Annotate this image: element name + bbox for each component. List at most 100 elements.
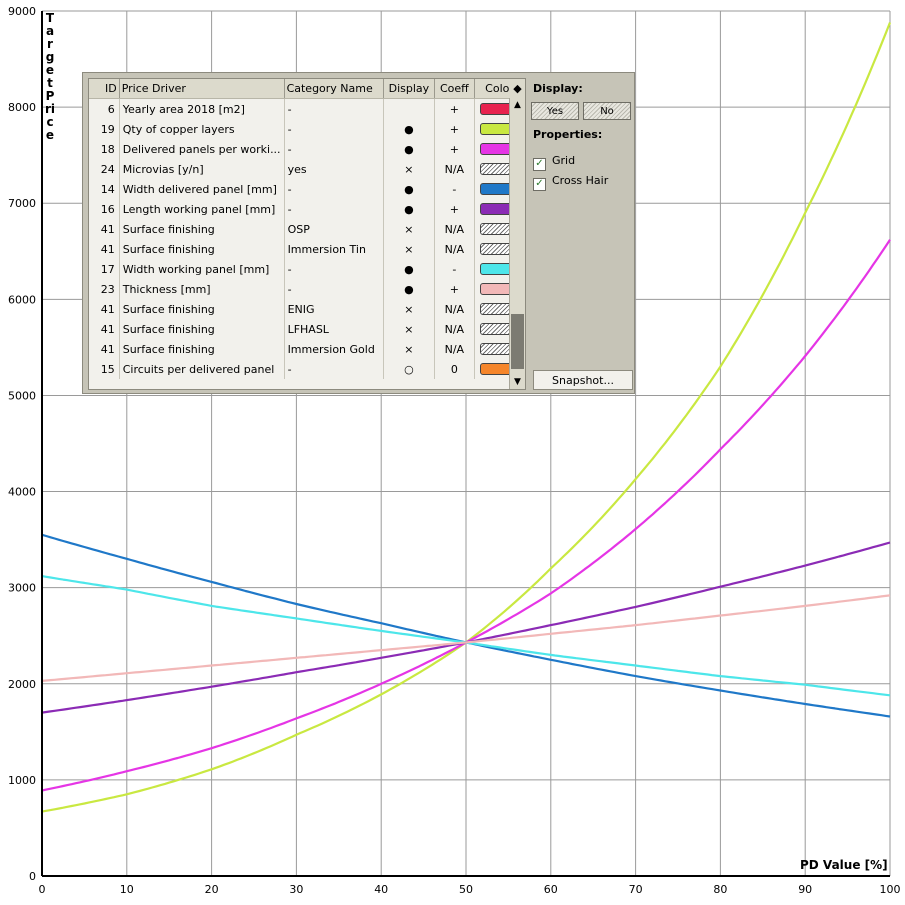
legend-coeff: + bbox=[434, 98, 476, 119]
y-axis-title: Target Price bbox=[44, 11, 56, 142]
legend-id: 41 bbox=[89, 299, 120, 319]
legend-id: 23 bbox=[89, 279, 120, 299]
legend-row[interactable]: 41 Surface finishing ENIG × N/A bbox=[89, 299, 525, 319]
legend-display-marker[interactable]: × bbox=[383, 339, 435, 359]
legend-display-marker[interactable]: ● bbox=[383, 179, 435, 199]
legend-display-marker[interactable]: ○ bbox=[383, 359, 435, 379]
legend-row[interactable]: 41 Surface finishing LFHASL × N/A bbox=[89, 319, 525, 339]
display-no-button[interactable]: No bbox=[583, 102, 631, 120]
legend-row[interactable]: 17 Width working panel [mm] - ● - bbox=[89, 259, 525, 279]
legend-price-driver: Qty of copper layers bbox=[119, 119, 285, 139]
legend-scrollbar[interactable]: ▲ ▼ bbox=[509, 98, 525, 389]
legend-price-driver: Surface finishing bbox=[119, 319, 285, 339]
legend-row[interactable]: 18 Delivered panels per worki... - ● + bbox=[89, 139, 525, 159]
legend-id: 14 bbox=[89, 179, 120, 199]
legend-category: ENIG bbox=[284, 299, 385, 319]
y-tick-label: 4000 bbox=[8, 486, 36, 499]
legend-price-driver: Surface finishing bbox=[119, 339, 285, 359]
snapshot-button[interactable]: Snapshot... bbox=[533, 370, 633, 390]
legend-display-marker[interactable]: ● bbox=[383, 139, 435, 159]
legend-price-driver: Length working panel [mm] bbox=[119, 199, 285, 219]
legend-price-driver: Thickness [mm] bbox=[119, 279, 285, 299]
legend-display-marker[interactable]: × bbox=[383, 159, 435, 179]
y-tick-label: 6000 bbox=[8, 293, 36, 306]
legend-category: Immersion Gold bbox=[284, 339, 385, 359]
x-axis-title: PD Value [%] bbox=[800, 858, 888, 872]
legend-row[interactable]: 6 Yearly area 2018 [m2] - + bbox=[89, 98, 525, 119]
legend-rows: 6 Yearly area 2018 [m2] - +19 Qty of copper … bbox=[89, 98, 525, 379]
legend-display-marker[interactable] bbox=[383, 98, 435, 119]
legend-coeff: + bbox=[434, 119, 476, 139]
x-tick-label: 0 bbox=[39, 883, 46, 896]
x-tick-label: 10 bbox=[120, 883, 134, 896]
legend-row[interactable]: 24 Microvias [y/n] yes × N/A bbox=[89, 159, 525, 179]
legend-id: 24 bbox=[89, 159, 120, 179]
col-header-id[interactable]: ID bbox=[89, 79, 120, 99]
col-header-price-driver[interactable]: Price Driver bbox=[119, 79, 285, 99]
legend-id: 17 bbox=[89, 259, 120, 279]
legend-display-marker[interactable]: × bbox=[383, 319, 435, 339]
legend-category: OSP bbox=[284, 219, 385, 239]
legend-row[interactable]: 14 Width delivered panel [mm] - ● - bbox=[89, 179, 525, 199]
legend-id: 16 bbox=[89, 199, 120, 219]
sort-diamond-icon[interactable]: ◆ bbox=[510, 79, 525, 98]
legend-display-marker[interactable]: ● bbox=[383, 279, 435, 299]
y-tick-label: 8000 bbox=[8, 101, 36, 114]
grid-check-icon[interactable]: ✓ bbox=[533, 158, 546, 171]
legend-category: - bbox=[284, 139, 385, 159]
y-tick-label: 0 bbox=[29, 870, 36, 883]
legend-coeff: - bbox=[434, 259, 476, 279]
x-tick-label: 100 bbox=[880, 883, 901, 896]
col-header-category[interactable]: Category Name bbox=[284, 79, 385, 99]
legend-display-marker[interactable]: × bbox=[383, 299, 435, 319]
legend-coeff: - bbox=[434, 179, 476, 199]
legend-display-marker[interactable]: ● bbox=[383, 259, 435, 279]
scroll-thumb[interactable] bbox=[511, 314, 524, 369]
crosshair-checkbox[interactable]: ✓ Cross Hair bbox=[533, 174, 609, 191]
legend-row[interactable]: 41 Surface finishing OSP × N/A bbox=[89, 219, 525, 239]
col-header-coeff[interactable]: Coeff bbox=[434, 79, 476, 99]
legend-id: 41 bbox=[89, 239, 120, 259]
x-tick-label: 50 bbox=[459, 883, 473, 896]
grid-checkbox[interactable]: ✓ Grid bbox=[533, 154, 576, 171]
legend-id: 6 bbox=[89, 98, 120, 119]
display-label: Display: bbox=[533, 82, 583, 95]
legend-coeff: N/A bbox=[434, 159, 476, 179]
legend-table-wrap: ID Price Driver Category Name Display Co… bbox=[88, 78, 526, 390]
legend-coeff: N/A bbox=[434, 219, 476, 239]
scroll-down-arrow-icon[interactable]: ▼ bbox=[514, 377, 521, 387]
legend-category: - bbox=[284, 279, 385, 299]
scroll-up-arrow-icon[interactable]: ▲ bbox=[514, 100, 521, 110]
y-tick-label: 9000 bbox=[8, 5, 36, 18]
grid-checkbox-label: Grid bbox=[552, 154, 576, 167]
legend-row[interactable]: 41 Surface finishing Immersion Tin × N/A bbox=[89, 239, 525, 259]
legend-category: LFHASL bbox=[284, 319, 385, 339]
legend-row[interactable]: 41 Surface finishing Immersion Gold × N/A bbox=[89, 339, 525, 359]
legend-category: - bbox=[284, 359, 385, 379]
legend-price-driver: Microvias [y/n] bbox=[119, 159, 285, 179]
legend-coeff: N/A bbox=[434, 239, 476, 259]
x-tick-label: 70 bbox=[629, 883, 643, 896]
legend-display-marker[interactable]: ● bbox=[383, 119, 435, 139]
display-yes-button[interactable]: Yes bbox=[531, 102, 579, 120]
legend-coeff: + bbox=[434, 279, 476, 299]
legend-row[interactable]: 23 Thickness [mm] - ● + bbox=[89, 279, 525, 299]
legend-display-marker[interactable]: × bbox=[383, 239, 435, 259]
legend-display-marker[interactable]: × bbox=[383, 219, 435, 239]
x-tick-label: 40 bbox=[374, 883, 388, 896]
crosshair-check-icon[interactable]: ✓ bbox=[533, 178, 546, 191]
legend-display-marker[interactable]: ● bbox=[383, 199, 435, 219]
legend-coeff: + bbox=[434, 139, 476, 159]
col-header-display[interactable]: Display bbox=[383, 79, 435, 99]
legend-price-driver: Width working panel [mm] bbox=[119, 259, 285, 279]
legend-category: yes bbox=[284, 159, 385, 179]
legend-id: 19 bbox=[89, 119, 120, 139]
crosshair-checkbox-label: Cross Hair bbox=[552, 174, 609, 187]
legend-header-row: ID Price Driver Category Name Display Co… bbox=[89, 79, 525, 99]
legend-id: 41 bbox=[89, 319, 120, 339]
legend-row[interactable]: 16 Length working panel [mm] - ● + bbox=[89, 199, 525, 219]
legend-row[interactable]: 15 Circuits per delivered panel - ○ 0 bbox=[89, 359, 525, 379]
legend-row[interactable]: 19 Qty of copper layers - ● + bbox=[89, 119, 525, 139]
legend-id: 41 bbox=[89, 339, 120, 359]
legend-price-driver: Delivered panels per worki... bbox=[119, 139, 285, 159]
